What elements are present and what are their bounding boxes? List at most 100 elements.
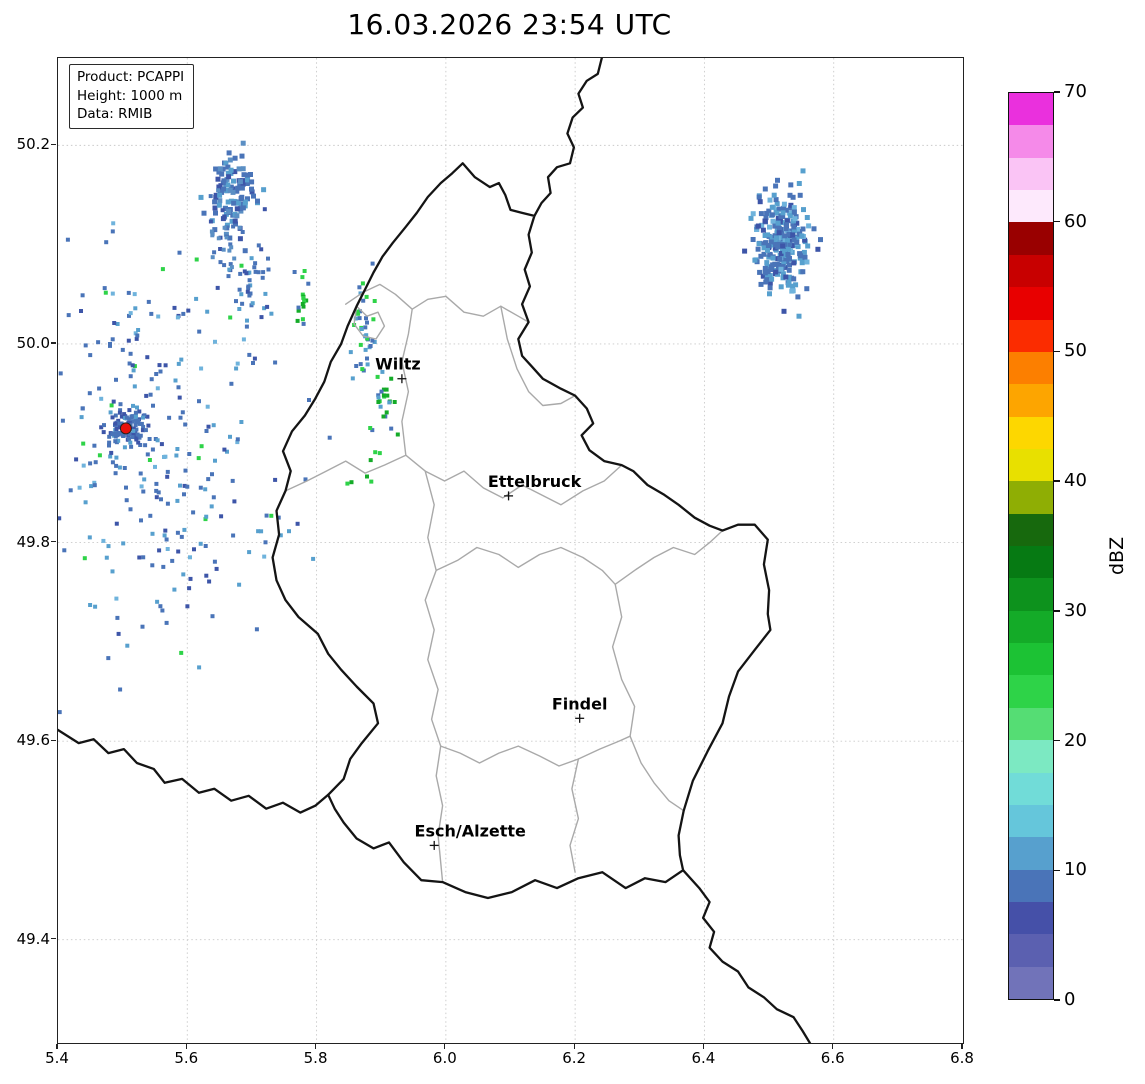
echo-pixel [225,199,231,205]
echo-pixel [117,465,122,470]
echo-field-northeast-blob [742,168,823,319]
colorbar-segment [1009,481,1053,514]
echo-pixel [231,200,237,206]
grid-lines [58,58,963,1043]
echo-pixel [165,469,170,474]
echo-pixel [757,269,763,275]
echo-pixel [379,389,384,394]
echo-pixel [182,492,186,497]
echo-pixel [127,361,132,366]
echo-pixel [768,267,774,272]
echo-pixel [786,267,792,273]
echo-pixel [759,222,765,228]
colorbar-segment [1009,934,1053,967]
echo-pixel [221,186,227,192]
echo-pixel [136,440,141,445]
echo-pixel [114,463,119,468]
echo-pixel [131,403,135,408]
y-tick-mark [50,143,56,145]
echo-pixel [213,339,217,344]
echo-pixel [247,550,252,555]
echo-pixel [133,331,138,336]
echo-pixel [225,182,231,188]
city-esch-alzette: Esch/Alzette [415,821,526,850]
y-tick-label: 49.4 [16,929,50,948]
echo-pixel [216,202,222,208]
echo-pixel [244,271,249,276]
echo-pixel [60,418,65,423]
echo-pixel [228,315,233,320]
echo-pixel [235,200,241,206]
echo-pixel [781,201,787,207]
echo-pixel [247,278,252,283]
echo-pixel [767,285,773,291]
echo-pixel [139,518,143,523]
echo-pixel [253,261,258,266]
echo-pixel [304,298,309,303]
echo-pixel [231,533,236,538]
echo-pixel [783,226,789,232]
echo-pixel [215,176,221,182]
echo-pixel [249,179,255,185]
x-tick-mark [961,1043,963,1049]
echo-pixel [247,293,252,298]
echo-pixel [249,186,254,192]
echo-pixel [752,257,758,263]
echo-pixel [66,313,71,318]
echo-pixel [92,483,97,488]
echo-pixel [58,371,63,376]
echo-pixel [311,556,316,561]
echo-pixel [256,529,261,534]
echo-pixel [121,541,126,546]
echo-pixel [58,516,62,521]
echo-pixel [782,248,788,254]
echo-pixel [217,188,223,194]
echo-pixel [205,404,210,409]
echo-pixel [778,213,784,219]
echo-pixel [227,235,233,241]
echo-pixel [360,367,365,372]
echo-pixel [221,247,226,252]
echo-pixel [229,218,235,224]
echo-pixel [237,182,243,187]
echo-pixel [194,296,199,301]
echo-pixel [162,533,167,538]
echo-pixel [376,395,381,400]
echo-pixel [223,160,229,166]
echo-pixel [81,441,86,446]
echo-pixel [238,271,243,276]
colorbar-segment [1009,901,1053,935]
echo-pixel [247,352,252,357]
echo-pixel [146,423,151,428]
echo-pixel [144,393,149,398]
echo-pixel [212,227,218,233]
canton-border [353,305,386,340]
echo-pixel [296,305,301,310]
echo-pixel [754,227,760,232]
echo-pixel [240,166,246,172]
echo-pixel [758,253,764,259]
echo-pixel [231,224,236,229]
echo-pixel [353,316,358,321]
echo-pixel [110,415,115,420]
echo-pixel [92,480,97,485]
echo-pixel [292,270,297,274]
echo-pixel [89,484,94,489]
echo-pixel [250,301,255,306]
x-tick-label: 5.4 [45,1049,69,1067]
echo-pixel [145,414,150,419]
colorbar-segment [1009,869,1053,902]
echo-pixel [259,247,264,252]
echo-pixel [143,428,148,433]
echo-pixel [235,440,240,445]
echo-pixel [206,477,211,482]
echo-pixel [133,410,138,415]
colorbar-segment [1009,772,1053,805]
echo-pixel [307,398,311,402]
echo-pixel [132,292,137,297]
echo-field-west-scatter [58,194,332,715]
echo-pixel [150,447,155,452]
echo-pixel [177,395,182,400]
colorbar-tick-label: 50 [1064,340,1087,362]
